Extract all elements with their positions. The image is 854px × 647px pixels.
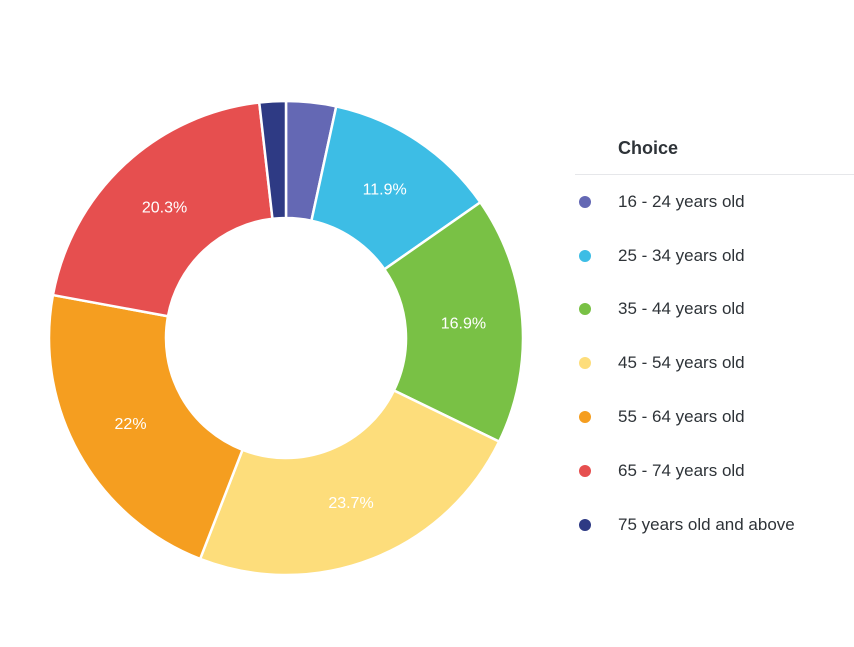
legend-dot-35-44 bbox=[579, 303, 591, 316]
legend-dot-25-34 bbox=[579, 249, 591, 262]
legend-label-25-34: 25 - 34 years old bbox=[618, 245, 745, 265]
legend-label-55-64: 55 - 64 years old bbox=[618, 407, 745, 427]
donut-chart: 11.9% 16.9% 23.7% 22% 20.3% bbox=[47, 99, 525, 577]
legend-header: Choice bbox=[575, 125, 854, 175]
legend-item-45-54[interactable]: 45 - 54 years old bbox=[575, 336, 854, 390]
chart-legend: Choice 16 - 24 years old 25 - 34 years o… bbox=[575, 125, 854, 552]
legend-item-25-34[interactable]: 25 - 34 years old bbox=[575, 229, 854, 283]
legend-dot-75-plus bbox=[579, 518, 591, 531]
legend-item-65-74[interactable]: 65 - 74 years old bbox=[575, 444, 854, 498]
legend-list: 16 - 24 years old 25 - 34 years old 35 -… bbox=[575, 175, 854, 552]
legend-label-65-74: 65 - 74 years old bbox=[618, 460, 745, 480]
donut-slices bbox=[47, 99, 525, 577]
donut-slice-3[interactable] bbox=[198, 388, 501, 577]
slice-label-5: 20.3% bbox=[142, 199, 187, 216]
legend-label-16-24: 16 - 24 years old bbox=[618, 191, 745, 211]
legend-label-45-54: 45 - 54 years old bbox=[618, 353, 745, 373]
slice-label-1: 11.9% bbox=[363, 181, 407, 198]
legend-item-35-44[interactable]: 35 - 44 years old bbox=[575, 283, 854, 337]
donut-slice-2[interactable] bbox=[382, 200, 525, 444]
legend-dot-45-54 bbox=[579, 357, 591, 370]
slice-label-3: 23.7% bbox=[328, 495, 373, 512]
slice-label-4: 22% bbox=[115, 416, 147, 433]
legend-item-75-plus[interactable]: 75 years old and above bbox=[575, 498, 854, 552]
legend-label-75-plus: 75 years old and above bbox=[618, 514, 795, 534]
legend-title: Choice bbox=[618, 138, 679, 158]
slice-label-2: 16.9% bbox=[441, 316, 486, 333]
donut-slice-5[interactable] bbox=[51, 101, 274, 318]
donut-slice-4[interactable] bbox=[47, 293, 245, 561]
legend-dot-65-74 bbox=[579, 464, 591, 477]
legend-dot-16-24 bbox=[579, 195, 591, 208]
legend-label-35-44: 35 - 44 years old bbox=[618, 299, 745, 319]
donut-slice-labels: 11.9% 16.9% 23.7% 22% 20.3% bbox=[115, 181, 487, 512]
legend-dot-55-64 bbox=[579, 411, 591, 424]
legend-item-16-24[interactable]: 16 - 24 years old bbox=[575, 175, 854, 229]
donut-slice-6[interactable] bbox=[257, 99, 288, 221]
legend-item-55-64[interactable]: 55 - 64 years old bbox=[575, 390, 854, 444]
